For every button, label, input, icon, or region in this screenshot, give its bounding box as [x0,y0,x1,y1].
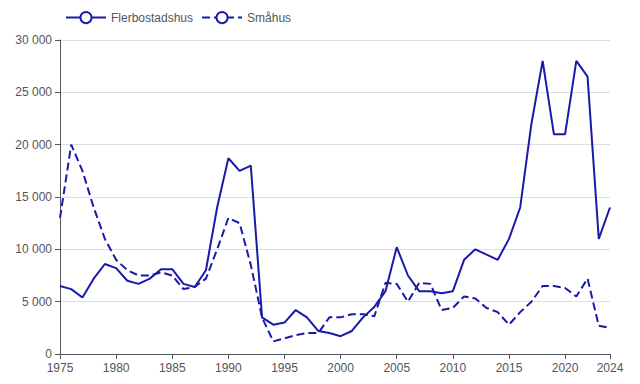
svg-text:1990: 1990 [215,361,242,375]
svg-text:1995: 1995 [271,361,298,375]
svg-text:2020: 2020 [552,361,579,375]
svg-text:2005: 2005 [383,361,410,375]
svg-text:20 000: 20 000 [15,138,52,152]
svg-text:0: 0 [45,347,52,361]
svg-text:Flerbostadshus: Flerbostadshus [111,11,193,25]
svg-text:2024: 2024 [597,361,624,375]
svg-text:10 000: 10 000 [15,242,52,256]
svg-text:1980: 1980 [103,361,130,375]
svg-text:1975: 1975 [47,361,74,375]
svg-text:2015: 2015 [496,361,523,375]
svg-text:2000: 2000 [327,361,354,375]
svg-text:30 000: 30 000 [15,33,52,47]
svg-text:5 000: 5 000 [22,295,52,309]
svg-text:2010: 2010 [440,361,467,375]
svg-text:15 000: 15 000 [15,190,52,204]
svg-text:Småhus: Småhus [247,11,291,25]
svg-text:25 000: 25 000 [15,85,52,99]
svg-text:1985: 1985 [159,361,186,375]
